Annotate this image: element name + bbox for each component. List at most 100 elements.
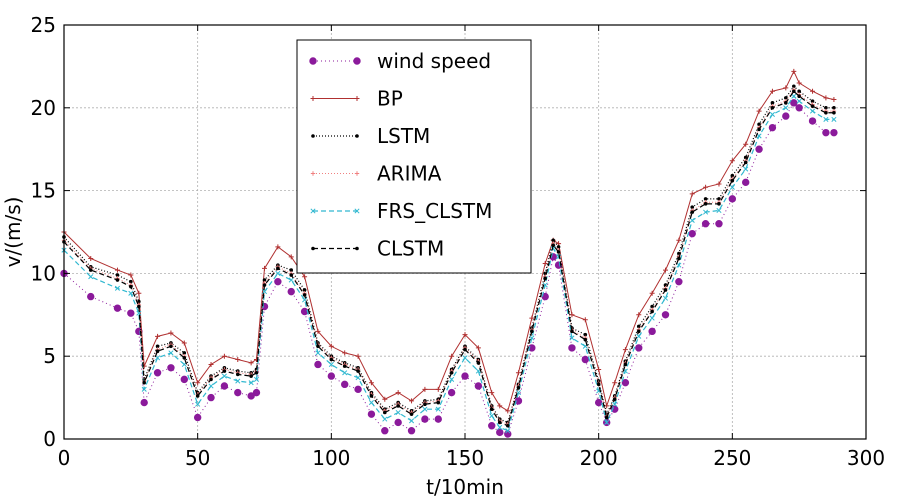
- data-point: [136, 290, 142, 296]
- data-point: [395, 409, 401, 416]
- data-point: [791, 68, 797, 74]
- data-point: [328, 361, 334, 368]
- data-point: [716, 181, 722, 187]
- y-tick-label: 10: [31, 261, 56, 285]
- data-point: [142, 380, 146, 385]
- data-point: [421, 415, 429, 423]
- legend-item: FRS_CLSTM: [310, 199, 492, 223]
- data-point: [824, 110, 828, 115]
- data-point: [253, 376, 260, 382]
- data-point: [542, 260, 548, 266]
- data-point: [690, 205, 695, 209]
- data-point: [489, 390, 495, 396]
- data-point: [195, 394, 200, 398]
- legend-item: wind speed: [309, 49, 491, 73]
- x-tick-labels: 0 50 100 150 200 250 300: [58, 446, 885, 470]
- data-point: [113, 304, 122, 312]
- series-0: [60, 99, 838, 438]
- legend-label: LSTM: [377, 124, 430, 148]
- data-point: [488, 422, 496, 430]
- data-point: [155, 333, 161, 339]
- data-point: [127, 309, 135, 317]
- data-point: [783, 105, 789, 111]
- data-point: [757, 127, 761, 132]
- data-point: [140, 398, 148, 407]
- x-tick-label: 100: [312, 446, 350, 470]
- data-point: [604, 415, 609, 420]
- y-tick-label: 15: [31, 179, 56, 203]
- data-point: [128, 272, 134, 278]
- data-point: [354, 385, 362, 394]
- data-point: [462, 332, 468, 338]
- data-point: [208, 383, 214, 389]
- data-point: [583, 332, 588, 337]
- data-point: [743, 166, 749, 172]
- data-point: [650, 309, 654, 314]
- data-point: [220, 382, 229, 390]
- data-point: [622, 347, 628, 353]
- data-point: [168, 330, 174, 336]
- legend-label: CLSTM: [377, 237, 444, 261]
- data-point: [551, 238, 556, 243]
- data-point: [769, 88, 775, 94]
- data-point: [689, 191, 695, 197]
- data-point: [209, 377, 213, 382]
- data-point: [302, 288, 307, 292]
- x-tick-label: 150: [446, 446, 484, 470]
- y-axis-label: v/(m/s): [1, 197, 25, 268]
- data-point: [768, 123, 777, 132]
- data-point: [207, 393, 215, 402]
- legend-item: CLSTM: [311, 237, 444, 261]
- data-point: [300, 307, 309, 316]
- data-point: [810, 99, 815, 103]
- data-point: [635, 344, 643, 352]
- data-point: [810, 104, 815, 108]
- data-point: [221, 373, 227, 379]
- data-point: [476, 361, 481, 365]
- data-point: [356, 369, 360, 373]
- data-point: [729, 184, 735, 190]
- data-point: [612, 401, 618, 407]
- data-point: [497, 420, 502, 425]
- data-point: [155, 349, 160, 354]
- data-point: [129, 284, 133, 289]
- data-point: [791, 93, 797, 99]
- data-point: [541, 292, 549, 301]
- data-point: [824, 106, 828, 110]
- data-point: [195, 401, 201, 407]
- data-point: [792, 84, 796, 89]
- y-tick-label: 20: [31, 96, 56, 120]
- data-point: [355, 353, 361, 359]
- legend-item: ARIMA: [310, 162, 442, 186]
- data-point: [604, 419, 610, 425]
- data-point: [329, 357, 334, 362]
- data-point: [382, 416, 388, 422]
- data-point: [496, 428, 504, 437]
- data-point: [221, 353, 227, 359]
- data-point: [612, 380, 618, 386]
- legend-marker: [310, 171, 316, 176]
- data-point: [808, 117, 817, 125]
- legend-marker: [311, 134, 315, 138]
- data-point: [327, 372, 336, 380]
- data-point: [784, 101, 788, 105]
- data-point: [505, 423, 510, 428]
- data-point: [262, 265, 267, 271]
- x-tick-label: 300: [847, 446, 885, 470]
- data-point: [167, 364, 175, 372]
- data-point: [436, 400, 441, 405]
- data-point: [422, 406, 428, 412]
- data-point: [716, 207, 722, 214]
- data-point: [514, 397, 523, 405]
- y-tick-labels: 0 5 10 15 20 25: [31, 13, 56, 451]
- data-point: [141, 386, 147, 392]
- data-point: [662, 295, 669, 301]
- data-point: [497, 424, 503, 430]
- legend-marker: [354, 208, 360, 214]
- data-point: [543, 276, 547, 281]
- data-point: [569, 335, 575, 341]
- data-point: [137, 299, 141, 304]
- legend-item: BP: [310, 87, 403, 111]
- data-point: [755, 145, 763, 153]
